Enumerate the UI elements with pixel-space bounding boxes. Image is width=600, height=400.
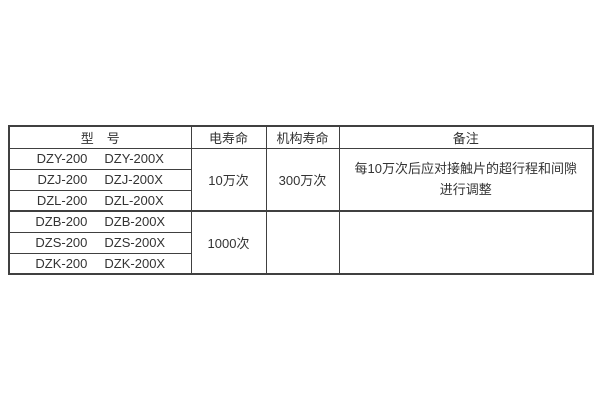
model-name: DZK-200	[35, 255, 88, 271]
model-name: DZY-200	[36, 151, 88, 166]
model-cell: DZK-200 DZK-200X	[8, 252, 192, 275]
header-row: 型 号 电寿命 机构寿命 备注	[8, 125, 594, 149]
table-row: DZY-200 DZY-200X 10万次 300万次 每10万次后应对接触片的超…	[8, 147, 594, 212]
table-row: DZJ-200 DZJ-200X	[8, 168, 593, 191]
remark-text: 每10万次后应对接触片的超行程和间隙	[354, 161, 577, 177]
col-header-remarks: 备注	[338, 125, 594, 149]
mechanical-life-cell: 300万次	[265, 147, 340, 212]
model-cell: DZY-200 DZY-200X	[8, 147, 192, 170]
spec-table: 型 号 电寿命 机构寿命 备注 DZY-200 DZY-200X 10万次 300…	[8, 125, 594, 275]
electrical-life-cell: 1000次	[190, 210, 267, 275]
remark-cell	[338, 210, 594, 275]
model-name: DZJ-200X	[104, 172, 163, 187]
table-row: DZB-200 DZB-200X 1000次	[8, 210, 594, 275]
model-cell: DZS-200 DZS-200X	[8, 231, 192, 254]
remark-cell: 每10万次后应对接触片的超行程和间隙 进行调整	[338, 147, 594, 212]
model-cell: DZB-200 DZB-200X	[8, 210, 192, 233]
model-name: DZK-200X	[104, 255, 166, 271]
model-name: DZY-200X	[104, 151, 164, 166]
model-name: DZL-200	[36, 192, 88, 208]
model-name: DZS-200X	[104, 235, 166, 250]
col-header-model: 型 号	[8, 125, 192, 149]
table-row: DZL-200 DZL-200X	[8, 189, 593, 212]
col-header-mechanical-life: 机构寿命	[265, 125, 340, 149]
model-name: DZB-200X	[104, 214, 166, 230]
model-cell: DZJ-200 DZJ-200X	[8, 168, 192, 191]
model-cell: DZL-200 DZL-200X	[8, 189, 192, 212]
model-name: DZL-200X	[104, 192, 164, 208]
model-name: DZB-200	[35, 214, 88, 230]
model-name: DZJ-200	[37, 172, 88, 187]
col-header-electrical-life: 电寿命	[190, 125, 267, 149]
remark-text: 进行调整	[439, 182, 492, 198]
electrical-life-cell: 10万次	[190, 147, 267, 212]
table-row: DZK-200 DZK-200X	[8, 252, 593, 275]
model-name: DZS-200	[35, 235, 88, 250]
mechanical-life-cell	[265, 210, 340, 275]
